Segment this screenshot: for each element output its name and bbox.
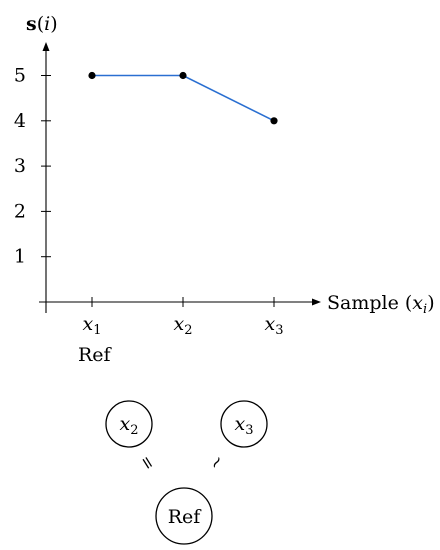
y-tick-label: 1 bbox=[14, 246, 26, 268]
equal-relation-symbol: = bbox=[135, 452, 160, 475]
series-line bbox=[92, 74, 275, 122]
x-tick-label: x3 bbox=[265, 313, 284, 338]
y-tick-label: 4 bbox=[14, 110, 26, 132]
node-x2-circle bbox=[105, 400, 153, 448]
x-ticks: x1 x2 x3 bbox=[83, 297, 284, 338]
y-tick-label: 5 bbox=[14, 65, 26, 87]
similar-relation-symbol: ~ bbox=[205, 451, 230, 474]
node-x3-circle bbox=[220, 400, 268, 448]
y-tick-label: 2 bbox=[14, 200, 26, 222]
node-x2-label: x2 bbox=[120, 413, 139, 438]
y-tick-label: 3 bbox=[14, 155, 26, 177]
x-tick-label: x1 bbox=[83, 313, 102, 338]
y-axis-arrow bbox=[42, 42, 50, 51]
node-ref-label: Ref bbox=[168, 506, 203, 528]
data-point bbox=[88, 71, 96, 80]
x-axis-label: Sample (xi) bbox=[327, 292, 435, 317]
x-tick-label: x2 bbox=[174, 313, 193, 338]
diagram: x2 x3 Ref = ~ bbox=[105, 400, 268, 545]
data-point bbox=[179, 71, 187, 80]
node-x3-label: x3 bbox=[235, 413, 254, 438]
node-ref-circle bbox=[155, 487, 213, 545]
y-ticks: 1 2 3 4 5 bbox=[14, 65, 51, 268]
data-point bbox=[270, 117, 278, 125]
reference-label: Ref bbox=[78, 344, 113, 366]
y-axis-label: s(i) bbox=[26, 13, 58, 35]
chart: s(i) Sample (xi) 1 2 3 4 5 x1 x2 x3 Ref bbox=[14, 13, 435, 366]
series-group bbox=[88, 71, 278, 125]
x-axis-arrow bbox=[312, 298, 321, 306]
